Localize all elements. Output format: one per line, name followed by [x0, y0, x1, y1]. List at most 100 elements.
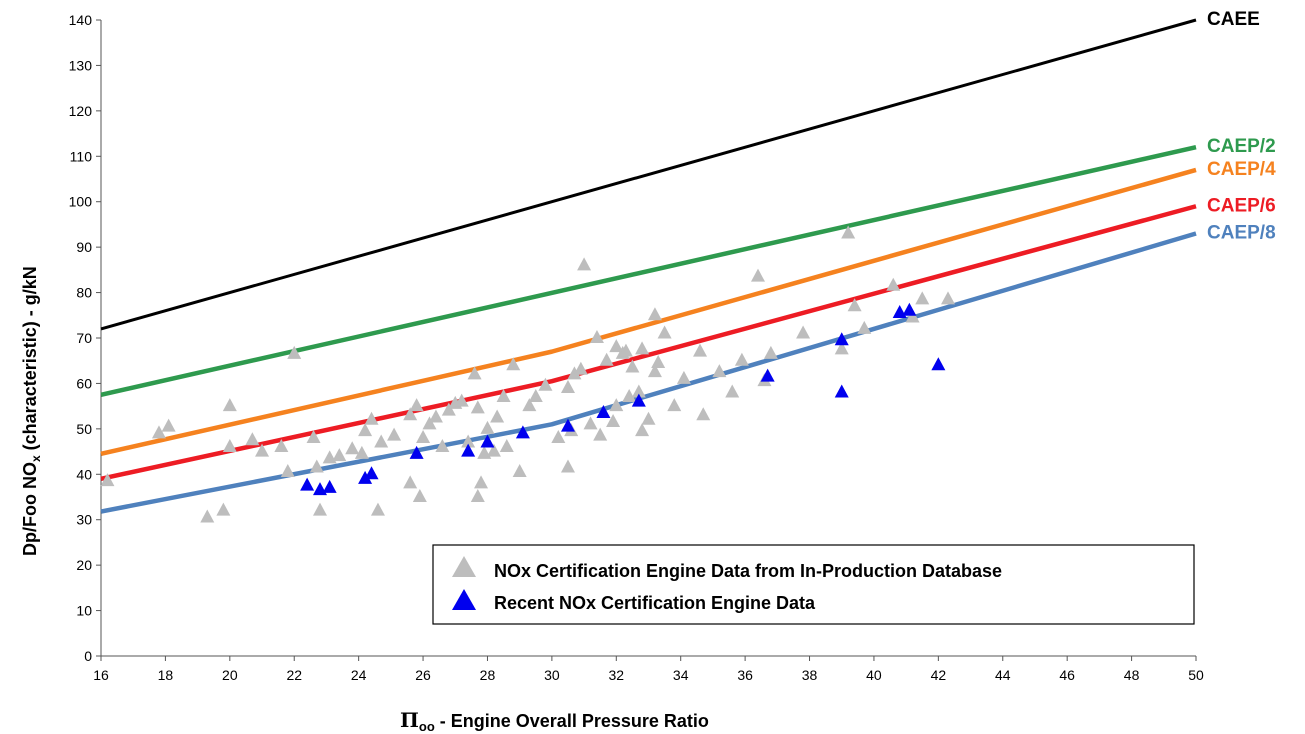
x-axis-title: Πoo - Engine Overall Pressure Ratio — [400, 708, 709, 734]
production-data-point — [151, 425, 166, 439]
production-data-point — [441, 402, 456, 416]
production-data-point — [506, 357, 521, 371]
production-data-point — [512, 464, 527, 478]
recent-data-point — [560, 418, 575, 432]
recent-data-point — [834, 384, 849, 398]
recent-data-point — [358, 470, 373, 484]
production-data-point — [245, 432, 260, 446]
production-data-point — [461, 434, 476, 448]
recent-data-point — [596, 404, 611, 418]
production-data-point — [480, 420, 495, 434]
y-tick-label: 0 — [84, 648, 92, 664]
line-caep-8 — [100, 231, 1197, 514]
production-data-point — [313, 502, 327, 516]
production-data-point — [528, 389, 543, 403]
label-caep-2: CAEP/2 — [1207, 136, 1276, 157]
y-tick-label: 20 — [76, 557, 92, 573]
production-data-point — [287, 345, 302, 359]
production-data-point — [796, 325, 811, 339]
production-data-point — [222, 398, 237, 412]
y-tick-label: 140 — [69, 12, 93, 28]
production-data-point — [886, 277, 901, 291]
y-tick-label: 80 — [76, 285, 92, 301]
recent-data-point — [515, 425, 530, 439]
production-data-point — [496, 389, 511, 403]
recent-data-point — [480, 434, 495, 448]
legend-marker-production — [452, 556, 476, 577]
production-data-point — [332, 448, 347, 462]
production-data-point — [651, 354, 666, 368]
x-tick-label: 16 — [93, 667, 109, 683]
production-data-point — [560, 459, 575, 473]
production-data-point — [370, 502, 385, 516]
x-axis-title-subscript: oo — [419, 719, 435, 734]
recent-data-point — [760, 368, 775, 382]
production-data-point — [905, 309, 920, 323]
production-data-point — [274, 439, 289, 453]
production-data-point — [216, 502, 231, 516]
production-data-point — [200, 509, 215, 523]
production-data-point — [467, 366, 482, 380]
production-data-point — [622, 389, 637, 403]
y-axis-ticks: 0 10 20 30 40 50 60 70 80 90 100 110 120 130 140 — [69, 12, 101, 664]
production-data-point — [606, 414, 621, 428]
regulation-lines — [100, 18, 1197, 514]
x-tick-label: 50 — [1188, 667, 1204, 683]
production-data-point — [374, 434, 389, 448]
legend-marker-recent — [452, 589, 476, 610]
x-tick-label: 36 — [737, 667, 753, 683]
production-data-point — [403, 407, 418, 421]
y-tick-label: 30 — [76, 512, 92, 528]
production-data-point — [522, 398, 537, 412]
data-points — [100, 225, 956, 523]
y-tick-label: 50 — [76, 421, 92, 437]
y-axis-title: Dp/Foo NOx (characteristic) - g/kN — [20, 266, 43, 556]
x-tick-label: 38 — [802, 667, 818, 683]
production-data-point — [454, 393, 469, 407]
production-data-point — [631, 384, 646, 398]
production-data-point — [486, 443, 501, 457]
production-data-point — [412, 489, 427, 502]
production-data-point — [364, 411, 379, 425]
production-data-point — [763, 345, 778, 359]
production-data-point — [474, 475, 489, 489]
production-data-point — [222, 439, 237, 453]
production-data-point — [712, 364, 727, 378]
recent-data-point — [313, 482, 327, 496]
label-caep-6: CAEP/6 — [1207, 195, 1276, 216]
production-data-point — [599, 352, 614, 366]
x-tick-label: 32 — [609, 667, 625, 683]
production-data-point — [667, 398, 682, 412]
production-data-point — [354, 445, 369, 459]
production-data-point — [725, 384, 740, 398]
production-data-point — [306, 429, 321, 443]
recent-data-point — [892, 305, 907, 319]
production-data-point — [647, 307, 662, 321]
production-data-point — [358, 423, 373, 437]
production-data-point — [647, 364, 662, 378]
recent-data-point — [461, 443, 476, 457]
x-tick-label: 26 — [415, 667, 431, 683]
recent-data-point — [322, 479, 337, 493]
y-tick-label: 10 — [76, 603, 92, 619]
production-data-point — [734, 352, 749, 366]
production-data-point — [635, 423, 650, 437]
production-data-point — [593, 427, 608, 441]
production-data-point — [499, 439, 514, 453]
x-tick-label: 24 — [351, 667, 367, 683]
production-data-point — [641, 411, 656, 425]
x-tick-label: 48 — [1124, 667, 1140, 683]
recent-data-point — [409, 445, 424, 459]
y-tick-label: 60 — [76, 375, 92, 391]
production-data-point — [490, 409, 505, 423]
legend-label-recent: Recent NOx Certification Engine Data — [494, 593, 816, 613]
production-data-point — [609, 339, 624, 353]
recent-data-point — [631, 393, 646, 407]
production-data-point — [635, 341, 650, 355]
production-data-point — [428, 409, 443, 423]
production-data-point — [693, 343, 708, 357]
y-tick-label: 90 — [76, 239, 92, 255]
x-tick-label: 22 — [286, 667, 302, 683]
